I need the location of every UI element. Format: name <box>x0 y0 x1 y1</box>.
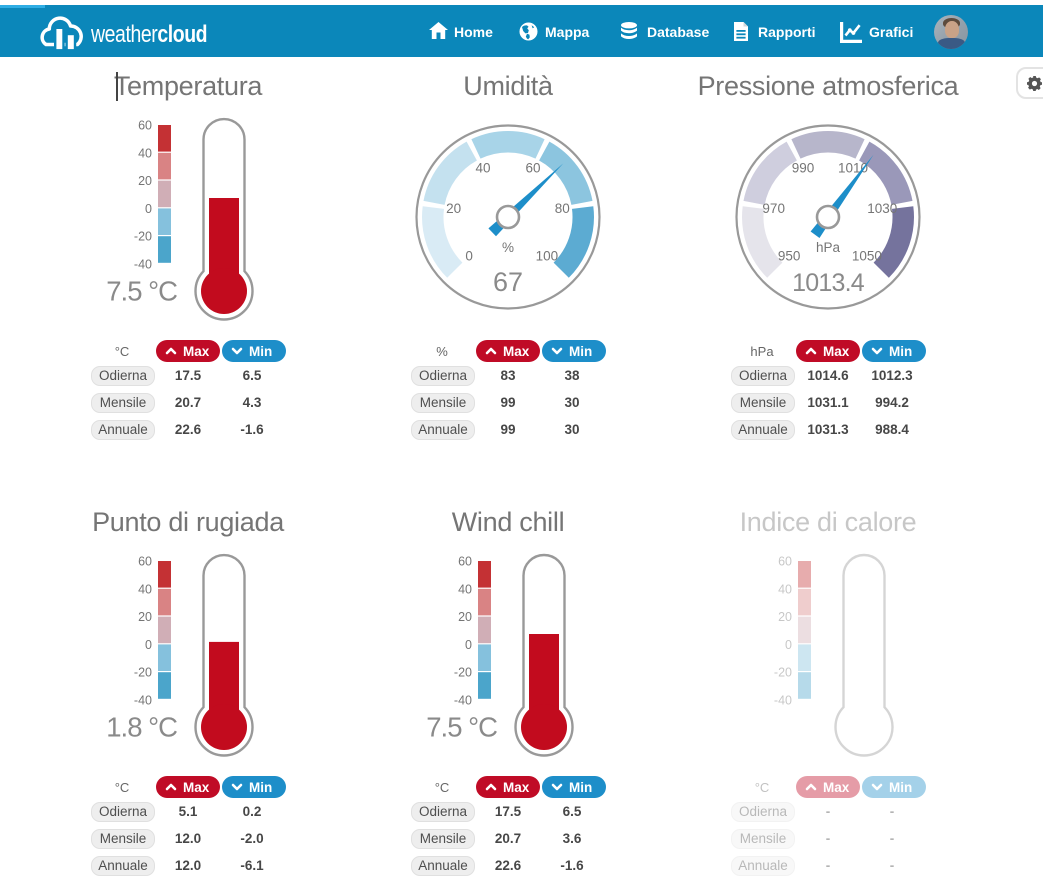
svg-text:20: 20 <box>138 610 152 624</box>
svg-text:7.5 °C: 7.5 °C <box>426 712 497 743</box>
svg-text:20: 20 <box>446 201 461 216</box>
svg-text:970: 970 <box>762 201 785 216</box>
svg-text:100: 100 <box>536 248 559 263</box>
svg-text:-20: -20 <box>134 230 152 244</box>
svg-text:-20: -20 <box>134 666 152 680</box>
svg-text:-40: -40 <box>774 694 792 708</box>
svg-text:990: 990 <box>792 161 815 176</box>
svg-text:40: 40 <box>475 161 490 176</box>
svg-text:0: 0 <box>465 638 472 652</box>
svg-text:40: 40 <box>138 146 152 160</box>
svg-text:7.5 °C: 7.5 °C <box>106 276 177 307</box>
svg-text:0: 0 <box>145 202 152 216</box>
svg-text:hPa: hPa <box>816 240 841 255</box>
svg-text:1030: 1030 <box>867 201 897 216</box>
svg-text:0: 0 <box>785 638 792 652</box>
svg-text:-40: -40 <box>134 694 152 708</box>
svg-text:60: 60 <box>525 161 540 176</box>
svg-text:67: 67 <box>493 267 523 297</box>
svg-text:20: 20 <box>138 174 152 188</box>
svg-text:1013.4: 1013.4 <box>792 269 865 297</box>
svg-text:-20: -20 <box>774 666 792 680</box>
svg-text:0: 0 <box>145 638 152 652</box>
svg-text:-40: -40 <box>134 258 152 272</box>
svg-text:60: 60 <box>778 555 792 569</box>
svg-text:-40: -40 <box>454 694 472 708</box>
svg-text:1050: 1050 <box>852 248 882 263</box>
svg-text:60: 60 <box>458 555 472 569</box>
svg-text:20: 20 <box>458 610 472 624</box>
svg-text:950: 950 <box>778 248 801 263</box>
svg-text:40: 40 <box>458 582 472 596</box>
svg-text:-20: -20 <box>454 666 472 680</box>
svg-text:20: 20 <box>778 610 792 624</box>
svg-text:80: 80 <box>555 201 570 216</box>
svg-text:0: 0 <box>465 248 473 263</box>
svg-text:40: 40 <box>138 582 152 596</box>
svg-text:%: % <box>502 240 514 255</box>
svg-text:60: 60 <box>138 119 152 133</box>
svg-text:40: 40 <box>778 582 792 596</box>
svg-text:1.8 °C: 1.8 °C <box>106 712 177 743</box>
svg-text:60: 60 <box>138 555 152 569</box>
